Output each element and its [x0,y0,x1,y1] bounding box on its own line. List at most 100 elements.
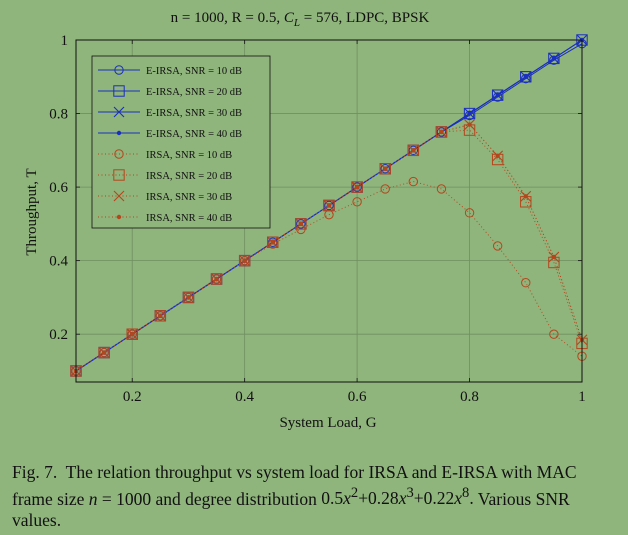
x-axis-label: System Load, G [279,415,376,431]
legend: E-IRSA, SNR = 10 dB E-IRSA, SNR = 20 dB E-… [91,55,271,229]
legend-entry: IRSA, SNR = 20 dB [98,169,232,182]
point-square-marker [154,310,167,322]
point-circle-marker [380,184,390,194]
point-circle-marker [211,274,222,284]
point-dot-marker [467,122,472,127]
legend-entry: E-IRSA, SNR = 20 dB [98,85,242,98]
point-dot-marker [495,153,500,159]
legend-label: E-IRSA, SNR = 30 dB [146,108,242,119]
point-circle-marker [239,255,250,266]
series-line [75,181,583,372]
legend-square-marker [113,85,125,97]
point-dot-marker [101,350,107,355]
legend-label: IRSA, SNR = 30 dB [146,192,232,203]
point-circle-marker [408,145,419,156]
legend-dot-marker [116,130,122,136]
point-circle-marker [352,182,362,192]
x-tick-label: 0.8 [460,389,479,405]
point-circle-marker [464,208,475,218]
point-dot-marker [326,203,332,208]
point-circle-marker [436,184,447,194]
legend-label: E-IRSA, SNR = 20 dB [146,87,242,98]
legend-circle-marker [114,65,124,75]
legend-label: E-IRSA, SNR = 10 dB [146,66,242,77]
point-dot-marker [383,166,388,171]
point-square-marker [379,163,391,175]
point-circle-marker [492,241,503,251]
legend-entry: IRSA, SNR = 10 dB [98,149,232,161]
legend-entry: E-IRSA, SNR = 10 dB [98,65,242,77]
point-square-marker [238,254,251,267]
legend-entry: E-IRSA, SNR = 40 dB [98,129,242,140]
point-circle-marker [436,127,447,137]
legend-label: IRSA, SNR = 10 dB [146,150,232,161]
point-square-marker [548,52,560,65]
caption-n-value: = 1000 and degree distribution [97,488,322,509]
point-dot-marker [411,148,416,153]
x-tick-label: 0.6 [348,389,367,405]
point-dot-marker [523,74,528,79]
point-circle-marker [521,278,531,288]
legend-label: IRSA, SNR = 20 dB [146,171,232,182]
point-dot-marker [242,258,247,263]
x-tick-label: 0.2 [123,389,142,405]
legend-square-marker [113,169,125,181]
point-circle-marker [521,73,531,84]
legend-label: E-IRSA, SNR = 40 dB [146,129,242,140]
point-dot-marker [467,111,472,116]
point-circle-marker [464,110,475,121]
point-dot-marker [523,194,528,199]
legend-entry: IRSA, SNR = 40 dB [98,213,232,224]
caption-n-var: n [88,488,98,509]
x-tick-label: 1 [578,389,586,405]
point-dot-marker [214,276,219,282]
x-tick-label: 0.4 [235,389,254,405]
point-dot-marker [551,254,557,260]
point-circle-marker [492,92,503,102]
caption-label: Fig. 7. [12,462,58,482]
point-circle-marker [155,311,166,321]
point-square-marker [463,107,476,120]
point-square-marker [126,328,138,340]
point-dot-marker [158,313,163,319]
point-square-marker [520,71,532,83]
point-circle-marker [183,292,194,303]
point-dot-marker [551,56,557,61]
point-circle-marker [549,329,559,339]
plot-frame [75,39,583,383]
y-tick-label: 0.8 [49,107,68,123]
point-square-marker [182,291,195,304]
caption-polynomial: 0.5x2+0.28x3+0.22x8. [321,485,474,509]
y-tick-label: 0.6 [49,180,68,196]
point-dot-marker [439,129,444,135]
point-dot-marker [186,295,191,300]
chart: 0.2 0.4 0.6 0.8 1 0.2 0.4 0.6 0.8 1 n = 1000, R =… [24,10,588,431]
point-dot-marker [130,331,135,337]
legend-cross-marker [113,190,125,202]
caption-text: The relation throughput vs system load f… [12,462,577,509]
point-dot-marker [270,240,275,245]
point-square-marker [323,199,335,212]
legend-dot-marker [116,214,122,220]
point-circle-marker [352,197,362,207]
y-tick-label: 0.2 [49,327,68,343]
point-square-marker [210,273,223,285]
point-circle-marker [127,329,137,339]
legend-cross-marker [113,106,125,118]
point-square-marker [407,144,420,157]
point-circle-marker [268,239,278,249]
point-circle-marker [99,347,109,358]
point-dot-marker [354,184,360,190]
point-dot-marker [298,221,304,227]
point-dot-marker [495,92,500,98]
legend-entry: IRSA, SNR = 30 dB [98,190,232,203]
legend-entry: E-IRSA, SNR = 30 dB [98,106,242,119]
y-tick-label: 0.4 [49,254,68,270]
point-circle-marker [549,55,559,65]
point-circle-marker [324,200,334,211]
figure-caption: Fig. 7. The relation throughput vs syste… [12,462,616,531]
point-circle-marker [380,164,390,174]
point-square-marker [435,126,448,138]
point-square-marker [491,89,504,101]
axis-ticks: 0.2 0.4 0.6 0.8 1 0.2 0.4 0.6 0.8 1 [49,33,586,405]
